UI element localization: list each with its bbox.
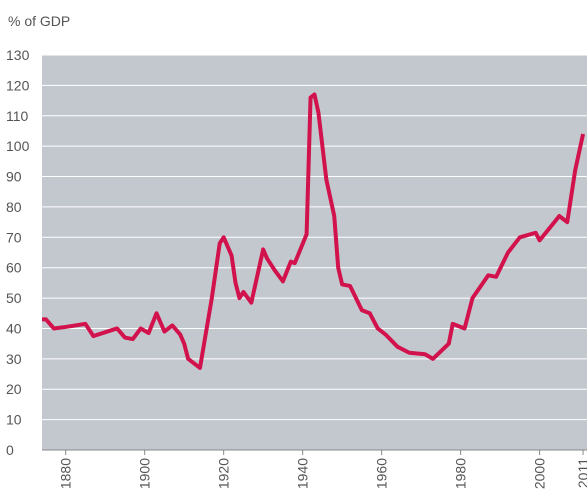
x-tick-label: 2011 bbox=[575, 458, 587, 488]
x-tick-label: 1920 bbox=[216, 458, 232, 489]
y-tick-label: 30 bbox=[6, 351, 22, 367]
y-tick-label: 20 bbox=[6, 381, 22, 397]
y-tick-label: 10 bbox=[6, 412, 22, 428]
y-tick-label: 130 bbox=[6, 47, 30, 63]
y-tick-label: 80 bbox=[6, 199, 22, 215]
line bbox=[42, 92, 586, 370]
x-tick-label: 1980 bbox=[453, 458, 469, 489]
plot-background bbox=[42, 55, 587, 450]
y-tick-label: 90 bbox=[6, 169, 22, 185]
y-tick-label: 60 bbox=[6, 260, 22, 276]
x-tick-label: 2000 bbox=[532, 458, 548, 489]
y-tick-label: 110 bbox=[6, 108, 29, 124]
y-tick-label: 0 bbox=[6, 442, 14, 458]
x-tick-label: 1900 bbox=[137, 458, 153, 489]
y-tick-label: 70 bbox=[6, 229, 22, 245]
x-tick-label: 1940 bbox=[295, 458, 311, 489]
y-axis-label: % of GDP bbox=[8, 13, 70, 29]
y-tick-label: 40 bbox=[6, 320, 22, 336]
x-tick-label: 1960 bbox=[374, 458, 390, 489]
x-tick-label: 1880 bbox=[58, 458, 74, 489]
y-tick-label: 100 bbox=[6, 138, 30, 154]
y-tick-label: 120 bbox=[6, 77, 30, 93]
y-tick-label: 50 bbox=[6, 290, 22, 306]
